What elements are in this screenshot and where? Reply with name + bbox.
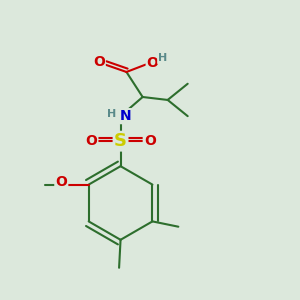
Text: O: O bbox=[56, 175, 67, 189]
Text: O: O bbox=[85, 134, 97, 148]
Text: O: O bbox=[147, 56, 159, 70]
Text: O: O bbox=[93, 55, 105, 69]
Text: O: O bbox=[144, 134, 156, 148]
Text: H: H bbox=[106, 109, 116, 119]
Text: S: S bbox=[114, 132, 127, 150]
Text: H: H bbox=[158, 53, 167, 63]
Text: N: N bbox=[120, 109, 132, 123]
